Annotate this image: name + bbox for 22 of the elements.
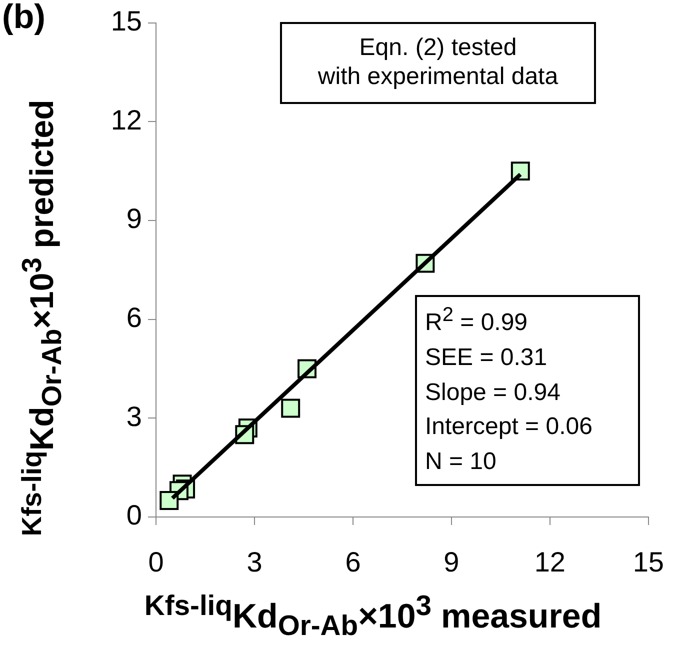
annotation: N = 10 bbox=[425, 447, 498, 478]
x-tick-label: 3 bbox=[246, 546, 262, 578]
y-tick-label: 15 bbox=[110, 6, 142, 37]
point bbox=[160, 491, 179, 510]
annotation: Slope = 0.94 bbox=[425, 378, 562, 408]
annotation: Intercept = 0.06 bbox=[425, 412, 594, 442]
point bbox=[281, 398, 300, 418]
x-tick-label: 9 bbox=[444, 546, 460, 578]
x-tick-label: 15 bbox=[632, 546, 664, 578]
y-tick-label: 12 bbox=[110, 104, 142, 136]
y-tick-label: 3 bbox=[126, 400, 142, 432]
x-tick-label: 0 bbox=[148, 546, 164, 578]
annotation: R$^{2}$ = 0.99 bbox=[425, 303, 529, 338]
annotation: SEE = 0.31 bbox=[425, 342, 548, 373]
text: (b) bbox=[2, 0, 46, 37]
y-tick-label: 6 bbox=[126, 302, 142, 334]
y-tick-label: 0 bbox=[126, 500, 142, 531]
x-tick-label: 12 bbox=[534, 546, 566, 578]
x-axis-title: $^{Kfs-liq}$Kd$_{Or-Ab}$×10$^{3}$ measured bbox=[143, 590, 603, 644]
annotation: Eqn. (2) tested with experimental data bbox=[280, 22, 596, 104]
y-tick-label: 9 bbox=[126, 203, 142, 234]
x-tick-label: 6 bbox=[345, 546, 361, 578]
